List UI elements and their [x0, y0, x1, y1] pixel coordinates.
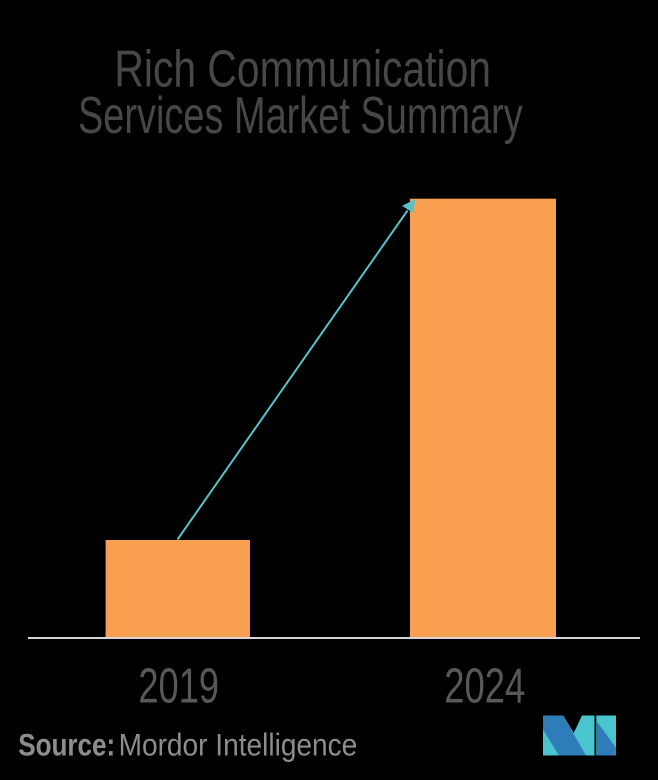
svg-text:2024: 2024 — [444, 659, 525, 714]
svg-text:Mordor Intelligence: Mordor Intelligence — [119, 727, 358, 763]
svg-text:2019: 2019 — [138, 659, 219, 714]
svg-text:Services Market Summary: Services Market Summary — [78, 87, 523, 145]
svg-text:Rich Communication: Rich Communication — [114, 41, 491, 99]
svg-text:Source:: Source: — [18, 727, 115, 763]
